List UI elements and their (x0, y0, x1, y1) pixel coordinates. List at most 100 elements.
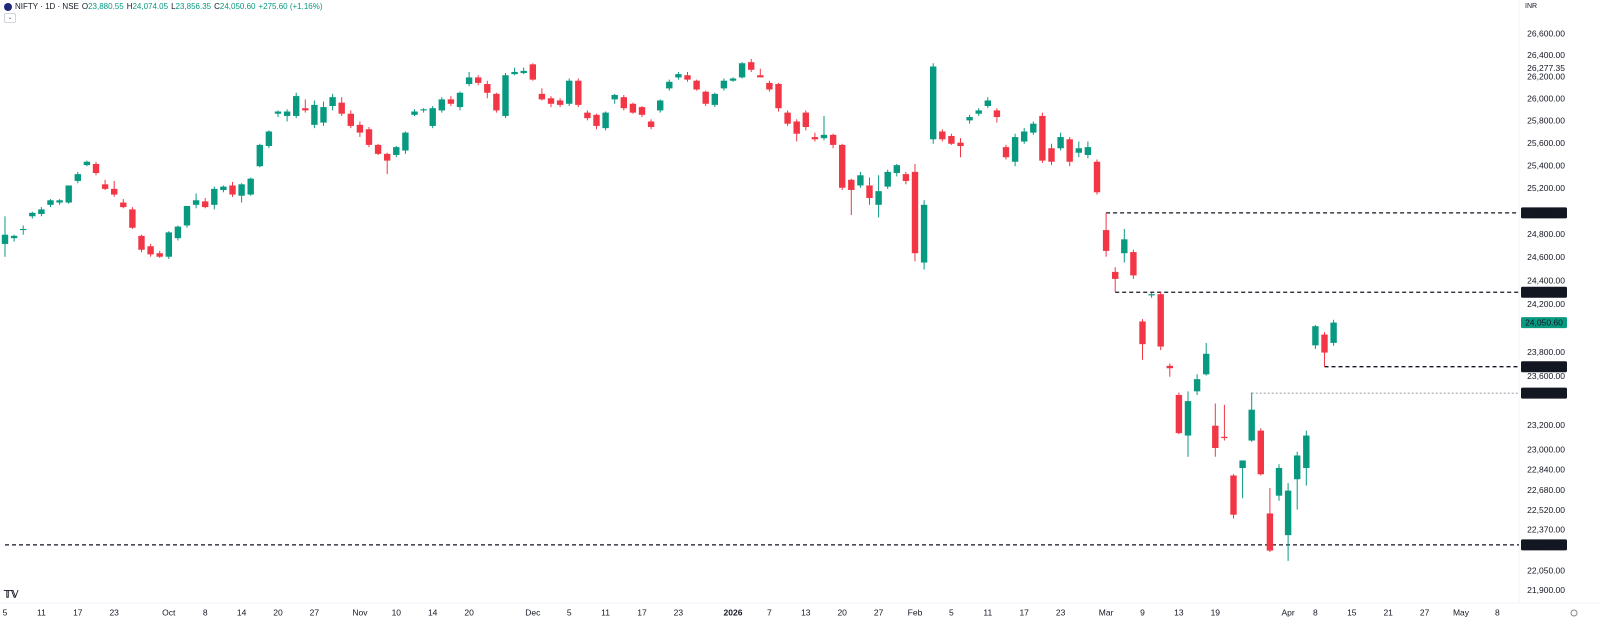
candle-body (1148, 294, 1155, 296)
symbol-icon (4, 2, 12, 11)
candle-body (56, 200, 63, 203)
candle-body (465, 77, 473, 84)
ohlc-key: C (214, 2, 220, 11)
candle-body (1, 234, 9, 244)
candle-body (174, 226, 182, 239)
candle-body (520, 70, 527, 74)
candle-body (711, 93, 718, 105)
candle-body (1030, 123, 1037, 133)
candle-body (593, 114, 600, 126)
y-tick-label: 26,400.00 (1527, 50, 1565, 60)
y-tick-label: 22,050.00 (1527, 566, 1565, 576)
candle-body (1294, 455, 1301, 480)
candle-body (1021, 131, 1028, 142)
symbol[interactable]: NIFTY · 1D · NSE (15, 2, 79, 11)
candle-body (1121, 239, 1128, 254)
collapse-button[interactable]: ⌄ (4, 13, 16, 23)
logo[interactable]: 𝕋𝕍 (3, 590, 19, 601)
candle-body (766, 82, 773, 90)
candle-body (1002, 147, 1010, 158)
x-tick-label: 14 (428, 607, 438, 617)
ohlc: C24,050.60 (214, 2, 255, 11)
last-price-label: 24,050.60 (1525, 317, 1563, 327)
x-tick-label: 11 (37, 607, 46, 617)
x-tick-label: Apr (1281, 607, 1294, 617)
settings-icon[interactable] (1570, 609, 1578, 617)
candle-body (1248, 409, 1255, 441)
candle-body (447, 99, 455, 104)
ohlc-key: L (171, 2, 176, 11)
candle-body (975, 110, 982, 114)
candle-body (1066, 139, 1073, 162)
candle-body (1330, 322, 1337, 343)
y-tick-label: 24,200.00 (1527, 299, 1565, 309)
candle-body (420, 109, 427, 111)
y-tick-label: 26,200.00 (1527, 72, 1565, 82)
candle-body (247, 178, 254, 195)
price-label: 24,306.40 (1525, 287, 1563, 297)
candle-body (556, 100, 564, 105)
candle-body (1203, 353, 1210, 375)
candle-body (566, 80, 573, 104)
candle-body (720, 80, 728, 89)
candle-body (1039, 115, 1046, 161)
candle-body (793, 121, 800, 134)
candle-body (757, 75, 764, 78)
candle-body (784, 112, 791, 124)
x-tick-label: 19 (1211, 607, 1221, 617)
x-tick-label: 8 (1313, 607, 1318, 617)
price-label: 23,465.35 (1525, 388, 1563, 398)
candle-body (939, 131, 946, 140)
change: +275.60 (+1.16%) (258, 2, 323, 11)
price-label-box (1521, 207, 1567, 219)
currency[interactable]: INR (1525, 3, 1538, 10)
candle-body (1321, 334, 1328, 353)
candle-body (1157, 294, 1164, 347)
x-tick-label: 13 (1174, 607, 1184, 617)
candle-body (748, 62, 755, 70)
candle-body (502, 75, 509, 116)
y-tick-label: 23,600.00 (1527, 371, 1565, 381)
candle-body (493, 93, 500, 111)
x-tick-label: 17 (1019, 607, 1029, 617)
x-tick-label: 5 (567, 607, 572, 617)
x-tick-label: 8 (203, 607, 208, 617)
candle-body (138, 235, 145, 250)
candle-body (1221, 436, 1228, 439)
x-tick-label: Feb (908, 607, 923, 617)
candle-body (1057, 137, 1064, 149)
candle-body (475, 77, 482, 83)
candle-body (1230, 475, 1237, 515)
candle-body (666, 81, 673, 89)
marker-label: 26,277.35 (1527, 63, 1565, 73)
last-price-box (1521, 317, 1567, 329)
x-tick-label: 17 (73, 607, 83, 617)
candle-body (911, 171, 919, 254)
candle-body (702, 91, 709, 104)
candle-body (101, 184, 109, 189)
candle-body (1048, 148, 1055, 162)
candle-body (775, 83, 782, 109)
candle-body (192, 200, 200, 205)
candle-body (338, 102, 345, 114)
candle-body (384, 153, 391, 161)
y-tick-label: 23,000.00 (1527, 445, 1565, 455)
candle-body (274, 111, 282, 114)
x-tick-label: 20 (273, 607, 283, 617)
candle-body (211, 188, 218, 205)
candle-body (47, 200, 54, 205)
y-tick-label: 25,600.00 (1527, 138, 1565, 148)
ohlc: H24,074.05 (127, 2, 168, 11)
candle-body (1312, 326, 1319, 346)
candle-body (948, 135, 955, 144)
candle-body (156, 253, 163, 257)
candle-body (902, 174, 910, 181)
candle-body (374, 144, 382, 154)
candle-body (575, 80, 582, 105)
candle-body (265, 131, 273, 147)
candle-body (411, 111, 418, 115)
candle-body (429, 108, 436, 126)
candle-body (238, 184, 245, 196)
candle-body (29, 212, 36, 217)
